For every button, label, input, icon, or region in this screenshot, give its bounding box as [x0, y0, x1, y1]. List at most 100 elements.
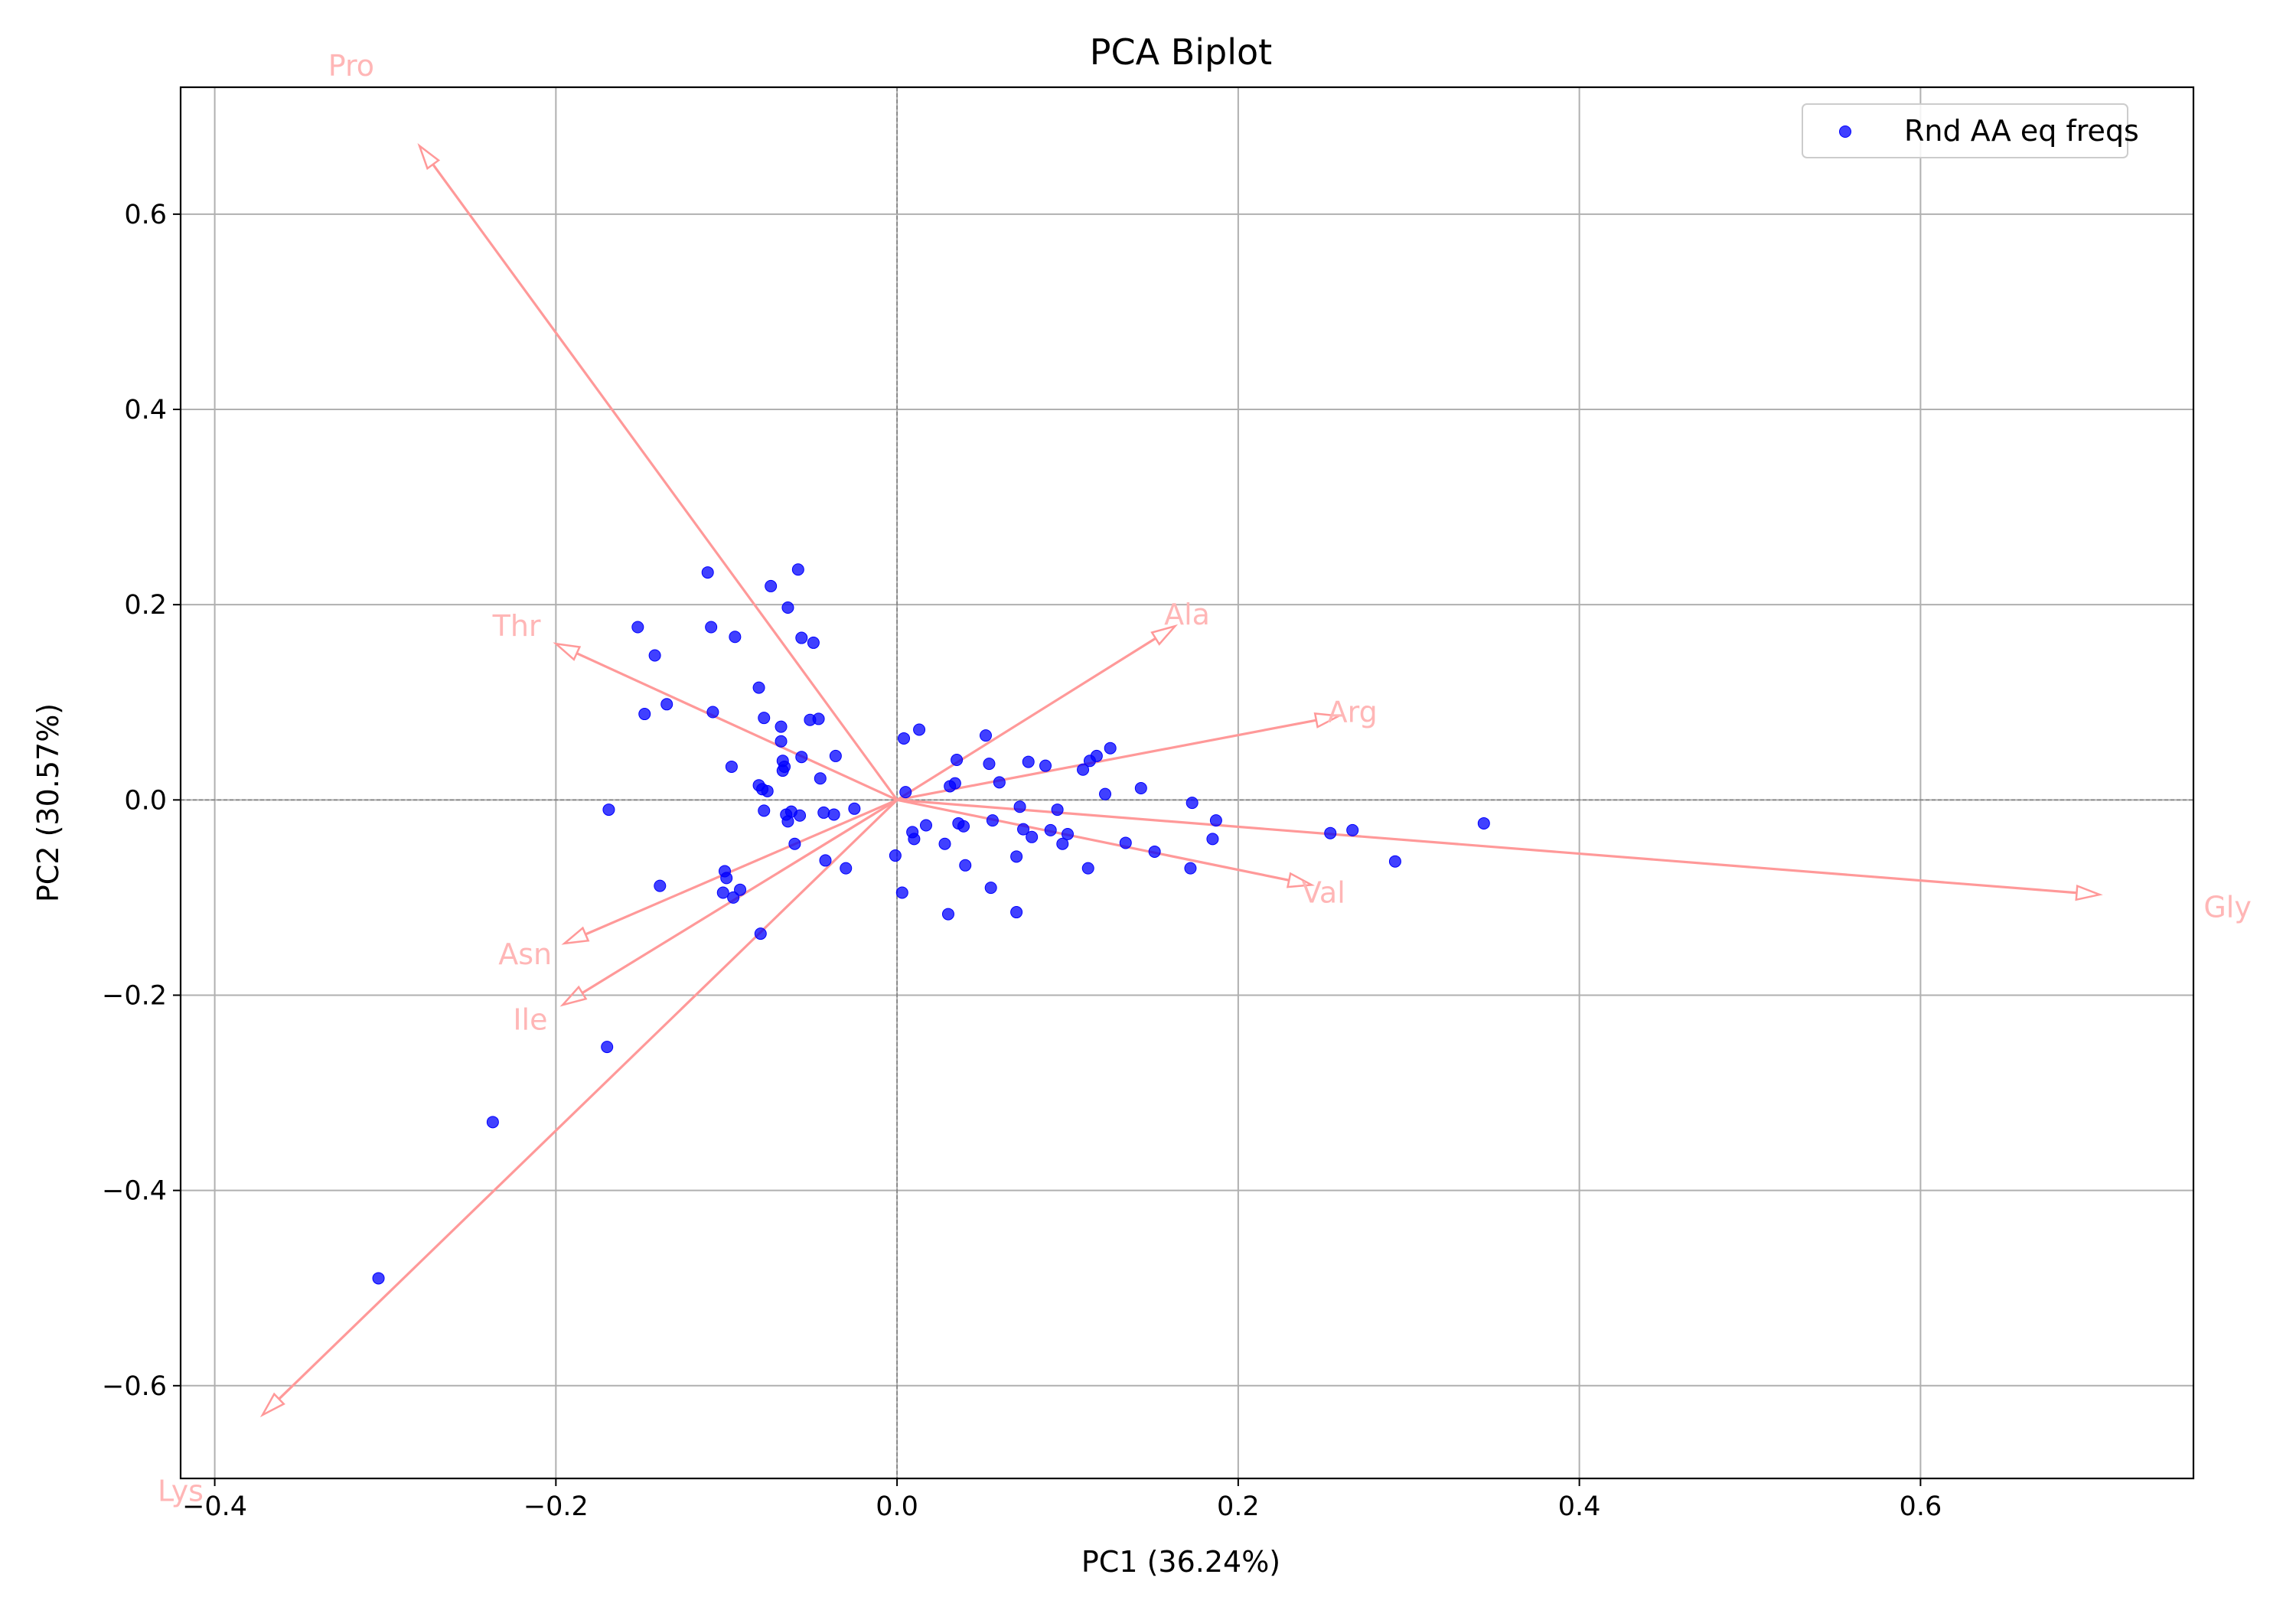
score-point [807, 636, 820, 649]
plot-frame [179, 86, 2195, 1480]
loading-arrow-shaft [896, 637, 1156, 801]
score-point [819, 854, 832, 867]
score-point [1388, 855, 1401, 868]
score-points [372, 563, 1490, 1285]
score-point [993, 776, 1006, 789]
score-point [775, 720, 788, 733]
score-point [758, 804, 771, 817]
score-point [1077, 763, 1090, 776]
score-point [817, 806, 830, 819]
score-point [986, 814, 999, 827]
y-tick-label: −0.4 [102, 1176, 167, 1207]
score-point [660, 698, 673, 711]
y-axis-title: PC2 (30.57%) [31, 703, 65, 902]
score-point [638, 708, 651, 721]
loading-label-val: Val [1302, 876, 1345, 910]
score-point [983, 758, 996, 771]
score-point [1346, 823, 1359, 836]
score-point [908, 833, 921, 846]
score-point [1044, 823, 1057, 836]
score-point [788, 837, 801, 850]
loading-arrow-head [2075, 884, 2103, 901]
loading-arrow-arg [896, 712, 1342, 801]
x-tick-label: 0.2 [1217, 1491, 1260, 1522]
score-point [765, 579, 778, 592]
score-point [1209, 814, 1222, 827]
score-point [720, 872, 733, 885]
score-point [938, 837, 951, 850]
score-point [919, 819, 932, 832]
score-point [602, 804, 615, 817]
score-point [1017, 823, 1030, 836]
score-point [705, 621, 718, 634]
score-point [631, 621, 644, 634]
score-point [752, 681, 765, 694]
loading-arrow-shaft [581, 798, 898, 994]
loading-arrow-head [1286, 872, 1315, 888]
score-point [1119, 836, 1132, 849]
score-point [716, 886, 729, 899]
loading-label-gly: Gly [2203, 891, 2252, 924]
score-point [899, 786, 912, 799]
score-point [1477, 817, 1490, 830]
score-point [889, 849, 902, 862]
loading-arrow-shaft [896, 798, 2077, 895]
score-point [372, 1272, 385, 1285]
loading-label-thr: Thr [492, 609, 541, 643]
score-point [701, 566, 714, 579]
loading-arrow-head [559, 985, 588, 1007]
score-point [795, 631, 808, 644]
legend-marker [1839, 125, 1851, 138]
score-point [1184, 862, 1197, 875]
score-point [898, 732, 911, 745]
loading-label-pro: Pro [328, 49, 374, 83]
score-point [761, 784, 774, 797]
score-point [486, 1116, 499, 1129]
loading-arrow-head [553, 642, 582, 661]
score-point [1324, 826, 1337, 839]
loading-label-ile: Ile [513, 1002, 547, 1036]
loading-labels: Pro Thr Ala Arg Val Gly Asn Ile Lys [158, 49, 2252, 1508]
score-point [1206, 833, 1219, 846]
score-point [727, 891, 740, 904]
legend-box [1802, 103, 2128, 158]
score-point [794, 809, 807, 822]
score-point [848, 802, 861, 815]
score-point [1099, 787, 1112, 800]
score-point [648, 649, 661, 662]
score-point [706, 706, 719, 719]
score-point [957, 820, 970, 833]
legend-label: Rnd AA eq freqs [1904, 114, 2139, 148]
score-point [812, 712, 825, 725]
score-point [775, 735, 788, 748]
score-point [951, 754, 964, 767]
loading-arrow-pro [417, 143, 899, 801]
score-point [1056, 837, 1069, 850]
score-point [1051, 804, 1064, 817]
score-point [1090, 749, 1103, 762]
score-point [959, 859, 972, 872]
score-point [948, 777, 961, 790]
loading-arrow-val [896, 798, 1315, 888]
loading-label-arg: Arg [1328, 696, 1378, 729]
loading-arrow-shaft [896, 798, 1290, 882]
score-point [895, 886, 908, 899]
loading-arrow-lys [259, 799, 899, 1418]
loading-arrow-ala [896, 624, 1179, 801]
x-axis-title: PC1 (36.24%) [1081, 1545, 1280, 1579]
score-point [980, 729, 992, 742]
y-tick-label: −0.2 [102, 980, 167, 1011]
score-point [778, 760, 791, 773]
score-point [1013, 800, 1026, 813]
loading-arrows [259, 143, 2103, 1418]
loading-label-ala: Ala [1164, 598, 1210, 631]
score-point [827, 808, 840, 821]
score-point [814, 772, 827, 785]
y-tick-label: 0.2 [124, 590, 167, 621]
chart-title: PCA Biplot [1090, 31, 1272, 73]
score-point [791, 563, 804, 576]
x-tick-label: −0.4 [182, 1491, 247, 1522]
x-tick-label: 0.4 [1558, 1491, 1601, 1522]
score-point [795, 751, 808, 764]
y-tick-label: 0.6 [124, 200, 167, 230]
